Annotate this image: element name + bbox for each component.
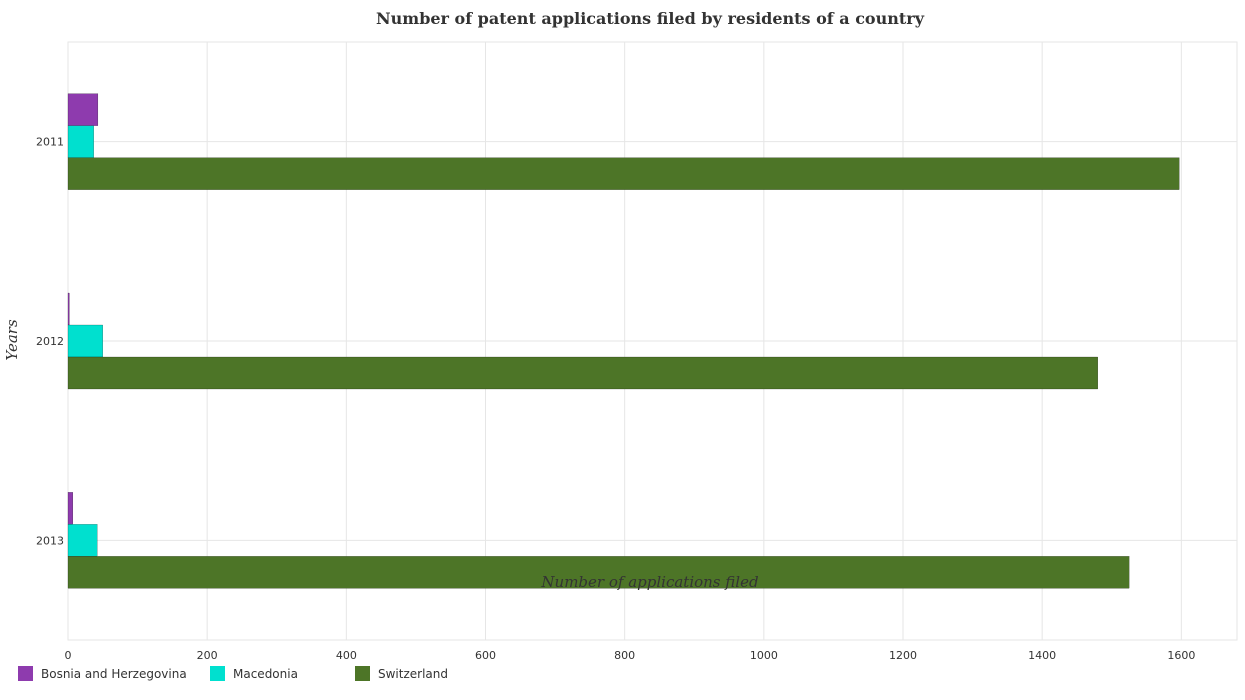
bar-macedonia-2011 bbox=[67, 125, 94, 158]
legend-swatch bbox=[210, 666, 225, 681]
bar-switzerland-2011 bbox=[67, 157, 1180, 190]
bar-macedonia-2012 bbox=[67, 324, 103, 358]
x-tick-label: 800 bbox=[614, 649, 635, 662]
x-axis-label: Number of applications filed bbox=[540, 573, 758, 591]
y-tick-label: 2011 bbox=[36, 136, 64, 149]
legend-swatch bbox=[18, 666, 33, 681]
x-tick-label: 1000 bbox=[750, 649, 778, 662]
y-tick-label: 2013 bbox=[36, 534, 64, 547]
bar-bosnia-and-herzegovina-2012 bbox=[67, 292, 70, 326]
y-tick-labels: 2011 2012 2013 bbox=[36, 136, 64, 548]
legend: Bosnia and Herzegovina Macedonia Switzerla… bbox=[18, 666, 448, 681]
x-tick-label: 1400 bbox=[1028, 649, 1056, 662]
legend-swatch bbox=[355, 666, 370, 681]
y-axis-label: Years bbox=[3, 319, 21, 361]
x-tick-label: 600 bbox=[475, 649, 496, 662]
x-tick-label: 1600 bbox=[1167, 649, 1195, 662]
x-tick-label: 200 bbox=[197, 649, 218, 662]
bar-switzerland-2012 bbox=[67, 356, 1098, 390]
bar-bosnia-and-herzegovina-2013 bbox=[67, 492, 73, 525]
bar-bosnia-and-herzegovina-2011 bbox=[67, 93, 99, 126]
y-tick-label: 2012 bbox=[36, 335, 64, 348]
legend-label: Macedonia bbox=[233, 667, 298, 681]
grid-lines bbox=[67, 41, 1238, 641]
bars bbox=[67, 93, 1180, 589]
x-tick-label: 1200 bbox=[889, 649, 917, 662]
legend-label: Switzerland bbox=[378, 667, 448, 681]
bar-macedonia-2013 bbox=[67, 524, 98, 557]
bar-switzerland-2013 bbox=[67, 556, 1130, 589]
x-tick-label: 400 bbox=[336, 649, 357, 662]
x-tick-labels: 0 200 400 600 800 1000 1200 1400 1600 bbox=[65, 649, 1196, 662]
chart-title: Number of patent applications filed by r… bbox=[376, 9, 925, 28]
legend-label: Bosnia and Herzegovina bbox=[41, 667, 187, 681]
x-tick-label: 0 bbox=[65, 649, 72, 662]
